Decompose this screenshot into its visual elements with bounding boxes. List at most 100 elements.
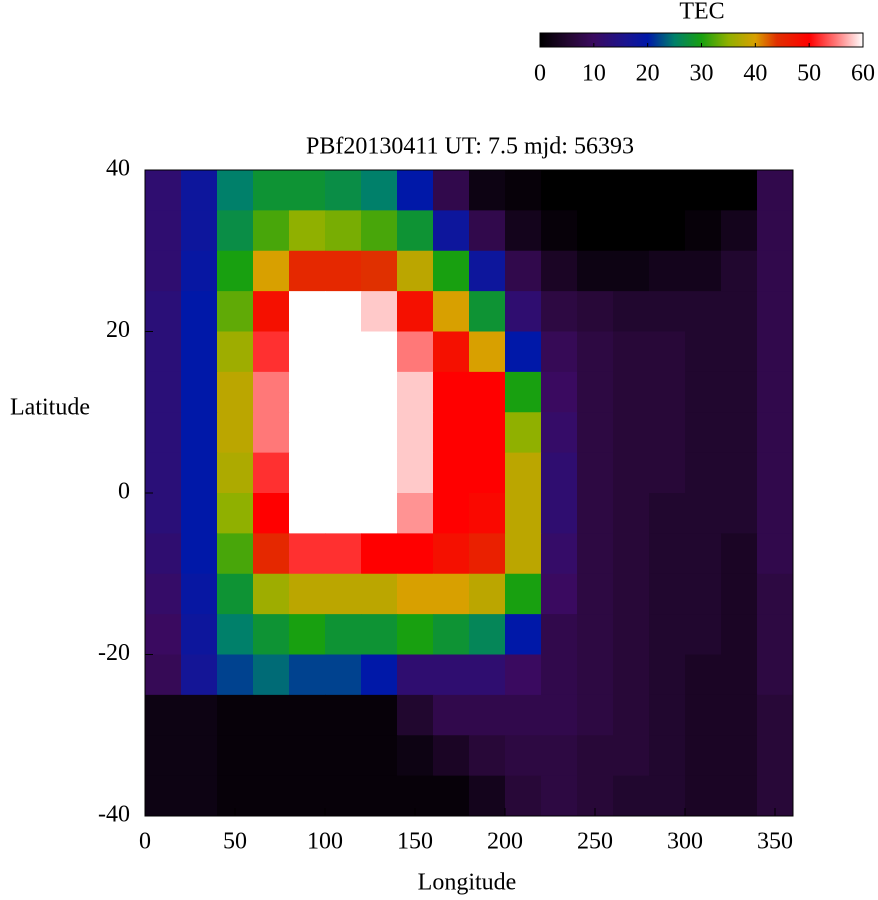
heat-cell (397, 331, 434, 373)
colorbar-tick-label: 10 (582, 61, 606, 87)
heat-cell (397, 573, 434, 615)
heat-cell (685, 250, 722, 292)
heat-cell (433, 573, 470, 615)
heat-cell (721, 775, 758, 817)
heat-cell (577, 533, 614, 575)
heat-cell (757, 371, 794, 413)
heat-cell (253, 614, 290, 655)
heat-cell (541, 614, 578, 655)
heat-cell (217, 291, 254, 332)
heat-cell (757, 654, 794, 696)
heat-cell (541, 775, 578, 817)
heat-cell (541, 170, 578, 211)
heat-cell (721, 452, 758, 494)
heat-cell (145, 412, 182, 454)
heat-cell (325, 412, 362, 454)
heat-cell (181, 412, 218, 454)
heat-cell (361, 170, 398, 211)
heat-cell (181, 533, 218, 575)
x-tick-label: 50 (223, 829, 247, 855)
heat-cell (541, 250, 578, 292)
x-tick-label: 0 (139, 829, 151, 855)
heat-cell (469, 210, 506, 252)
heat-cell (217, 412, 254, 454)
y-tick-label: 40 (106, 156, 130, 182)
heat-cell (181, 573, 218, 615)
heat-cell (757, 210, 794, 252)
heat-cell (757, 412, 794, 454)
heat-cell (613, 412, 650, 454)
heat-cell (217, 573, 254, 615)
heat-cell (721, 573, 758, 615)
heat-cell (289, 210, 326, 252)
heat-cell (181, 210, 218, 252)
heat-cell (289, 250, 326, 292)
heat-cell (289, 371, 326, 413)
heat-cell (217, 735, 254, 777)
heat-cell (361, 533, 398, 575)
heat-cell (577, 493, 614, 534)
heat-cell (613, 654, 650, 696)
heat-cell (757, 694, 794, 736)
heat-cell (721, 533, 758, 575)
heat-cell (721, 412, 758, 454)
heat-cell (289, 493, 326, 534)
heat-cell (685, 614, 722, 655)
chart-title: PBf20130411 UT: 7.5 mjd: 56393 (306, 134, 634, 160)
heat-cell (469, 614, 506, 655)
heat-cell (145, 250, 182, 292)
heat-cell (325, 533, 362, 575)
heat-cell (361, 210, 398, 252)
x-tick-label: 100 (307, 829, 343, 855)
heat-cell (613, 452, 650, 494)
heat-cell (505, 614, 542, 655)
heat-cell (217, 250, 254, 292)
heat-cell (361, 250, 398, 292)
heat-cell (397, 170, 434, 211)
heat-cell (217, 210, 254, 252)
heat-cell (433, 614, 470, 655)
heat-cell (325, 694, 362, 736)
heat-cell (757, 614, 794, 655)
heat-cell (289, 412, 326, 454)
heat-cell (685, 735, 722, 777)
heat-cell (325, 210, 362, 252)
x-tick-label: 350 (757, 829, 793, 855)
heat-cell (253, 371, 290, 413)
heat-cell (469, 533, 506, 575)
colorbar-tick-label: 0 (534, 61, 546, 87)
heat-cell (649, 775, 686, 817)
heat-cell (325, 654, 362, 696)
heat-cell (721, 735, 758, 777)
heat-cell (649, 654, 686, 696)
heat-cell (253, 533, 290, 575)
heat-cell (685, 654, 722, 696)
heat-cell (721, 291, 758, 332)
heat-cell (145, 694, 182, 736)
heat-cell (145, 170, 182, 211)
heat-cell (181, 493, 218, 534)
y-tick-label: -20 (98, 640, 130, 666)
heat-cell (505, 452, 542, 494)
heat-cell (433, 371, 470, 413)
heat-cell (433, 291, 470, 332)
heat-cell (397, 614, 434, 655)
heat-cell (289, 654, 326, 696)
heat-cell (613, 694, 650, 736)
heat-cell (361, 694, 398, 736)
heat-cell (577, 452, 614, 494)
heat-cell (181, 614, 218, 655)
heat-cell (541, 371, 578, 413)
heat-cell (649, 371, 686, 413)
heat-cell (469, 493, 506, 534)
heat-cell (721, 371, 758, 413)
heat-cell (505, 533, 542, 575)
heat-cell (757, 250, 794, 292)
heat-cell (145, 291, 182, 332)
heat-cell (325, 735, 362, 777)
heat-cell (721, 493, 758, 534)
heat-cell (253, 694, 290, 736)
heat-cell (541, 533, 578, 575)
heat-cell (289, 291, 326, 332)
heat-cell (613, 291, 650, 332)
